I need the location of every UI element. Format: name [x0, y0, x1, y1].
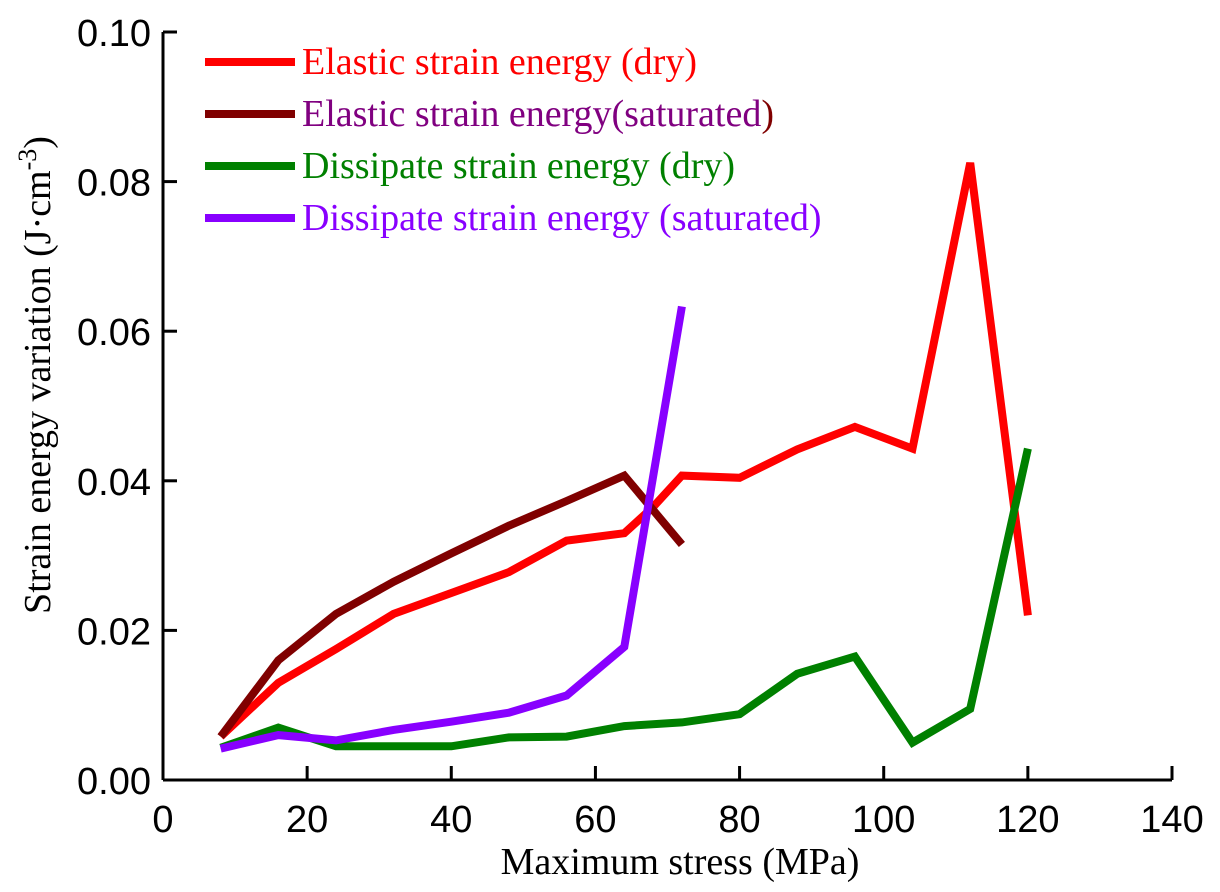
x-tick-label: 100 [852, 799, 915, 841]
x-tick-label: 40 [430, 799, 472, 841]
x-tick-label: 80 [718, 799, 760, 841]
y-tick-label: 0.04 [77, 462, 151, 504]
series-line-1 [217, 470, 685, 740]
x-tick-label: 0 [152, 799, 173, 841]
legend: Elastic strain energy (dry) Elastic strai… [205, 41, 822, 239]
series-line-3 [219, 305, 686, 753]
y-tick-label: 0.06 [77, 312, 151, 354]
y-tick-label: 0.08 [77, 163, 151, 205]
x-axis-title: Maximum stress (MPa) [501, 841, 860, 883]
y-tick-label: 0.10 [77, 13, 151, 55]
legend-label-3: Dissipate strain energy (saturated) [302, 197, 822, 239]
legend-label-2: Dissipate strain energy (dry) [302, 145, 735, 187]
x-tick-label: 60 [574, 799, 616, 841]
series-line-2 [219, 447, 1032, 752]
legend-label-1: Elastic strain energy(saturated) [302, 93, 774, 135]
series-layer [217, 162, 1032, 753]
x-tick-label: 120 [996, 799, 1059, 841]
series-line-0 [217, 162, 1032, 740]
y-tick-label: 0.00 [77, 761, 151, 803]
y-axis-title: Strain energy variation (J·cm-3) [13, 136, 59, 614]
x-tick-label: 20 [286, 799, 328, 841]
x-tick-label: 140 [1140, 799, 1203, 841]
axes-layer: 0 20 40 60 80 100 120 140 0.00 0.02 0.04 0.06 0.08 0.… [77, 13, 1204, 841]
y-tick-label: 0.02 [77, 611, 151, 653]
legend-label-0: Elastic strain energy (dry) [302, 41, 697, 83]
